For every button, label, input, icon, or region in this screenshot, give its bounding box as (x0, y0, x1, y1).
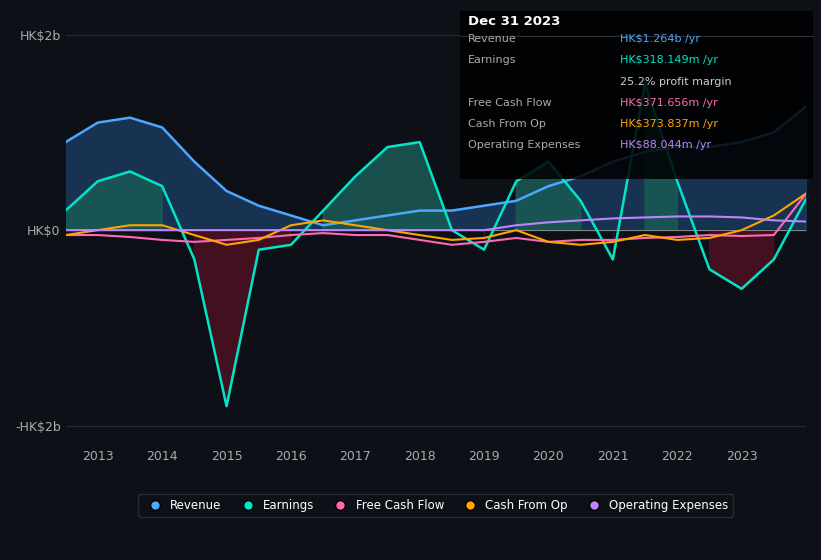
Text: Earnings: Earnings (468, 55, 516, 66)
Text: HK$1.264b /yr: HK$1.264b /yr (620, 34, 699, 44)
Text: HK$318.149m /yr: HK$318.149m /yr (620, 55, 718, 66)
Text: 25.2% profit margin: 25.2% profit margin (620, 77, 732, 87)
Text: HK$371.656m /yr: HK$371.656m /yr (620, 98, 718, 108)
Text: HK$88.044m /yr: HK$88.044m /yr (620, 141, 711, 151)
Text: HK$373.837m /yr: HK$373.837m /yr (620, 119, 718, 129)
Text: Dec 31 2023: Dec 31 2023 (468, 15, 561, 28)
Text: Cash From Op: Cash From Op (468, 119, 546, 129)
Legend: Revenue, Earnings, Free Cash Flow, Cash From Op, Operating Expenses: Revenue, Earnings, Free Cash Flow, Cash … (139, 494, 733, 517)
Text: Revenue: Revenue (468, 34, 516, 44)
Text: Operating Expenses: Operating Expenses (468, 141, 580, 151)
Text: Free Cash Flow: Free Cash Flow (468, 98, 552, 108)
